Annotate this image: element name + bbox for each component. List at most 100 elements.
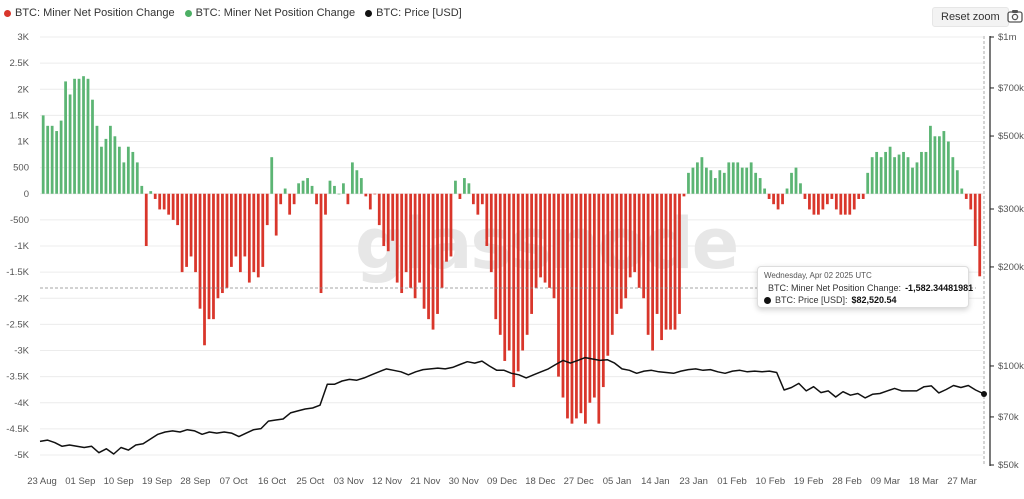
bar xyxy=(534,193,538,288)
right-tick-label: $70k xyxy=(998,412,1019,423)
bar xyxy=(843,193,847,215)
x-tick-label: 12 Nov xyxy=(372,476,402,487)
bar xyxy=(669,193,672,330)
bar xyxy=(579,193,583,414)
bar xyxy=(109,125,112,194)
bar xyxy=(467,183,471,194)
bar xyxy=(431,193,435,330)
bar xyxy=(848,193,852,215)
bar xyxy=(328,180,332,194)
price-line-layer xyxy=(39,356,984,455)
bar xyxy=(776,193,780,210)
bar xyxy=(342,183,345,194)
bar xyxy=(561,193,565,398)
reset-zoom-button[interactable]: Reset zoom xyxy=(932,7,1009,27)
bar xyxy=(337,193,341,195)
bar xyxy=(902,151,905,194)
bar xyxy=(893,157,896,194)
left-tick-label: 1K xyxy=(17,137,29,148)
bar xyxy=(749,162,753,194)
bar xyxy=(310,185,314,194)
bar xyxy=(485,193,489,246)
bar xyxy=(584,193,587,424)
bar xyxy=(570,193,574,424)
camera-icon[interactable] xyxy=(1007,9,1023,23)
bar xyxy=(306,178,309,194)
tooltip-label: BTC: Miner Net Position Change: xyxy=(768,283,902,293)
bar xyxy=(516,193,520,372)
bar xyxy=(333,185,336,194)
legend-item-negative[interactable]: BTC: Miner Net Position Change xyxy=(4,7,175,19)
bar xyxy=(194,193,197,273)
bar xyxy=(243,193,247,257)
bar xyxy=(601,193,605,388)
bar xyxy=(566,193,569,419)
bar xyxy=(964,193,968,199)
left-tick-label: -2.5K xyxy=(6,319,29,330)
bar xyxy=(386,193,390,252)
right-tick-label: $200k xyxy=(998,262,1024,273)
x-tick-label: 07 Oct xyxy=(220,476,248,487)
bar xyxy=(722,172,726,194)
bar xyxy=(924,151,928,194)
left-tick-label: -4K xyxy=(14,398,29,409)
bar xyxy=(642,193,646,299)
bar xyxy=(498,193,502,335)
tooltip-dot-black xyxy=(764,296,771,304)
bar xyxy=(772,193,775,205)
legend-dot-red xyxy=(4,9,11,17)
bar xyxy=(955,170,959,194)
bar xyxy=(718,170,722,194)
tooltip-label: BTC: Price [USD]: xyxy=(775,295,848,305)
bar xyxy=(480,193,484,205)
x-tick-label: 10 Sep xyxy=(104,476,134,487)
bar xyxy=(149,191,153,194)
bar xyxy=(799,183,802,194)
bar xyxy=(503,193,507,361)
x-tick-label: 01 Feb xyxy=(717,476,747,487)
bar xyxy=(463,178,466,194)
bar xyxy=(929,125,932,194)
bar xyxy=(754,172,758,194)
bar xyxy=(189,193,193,257)
bar xyxy=(73,78,76,194)
bar xyxy=(785,188,789,194)
bar xyxy=(512,193,516,388)
bar xyxy=(942,131,946,194)
legend-label: BTC: Miner Net Position Change xyxy=(15,7,175,19)
right-axis: $1m $700k $500k $300k $200k $100k $70k $50k xyxy=(990,32,1024,471)
bar xyxy=(230,193,233,267)
bar xyxy=(346,193,350,205)
legend-item-price[interactable]: BTC: Price [USD] xyxy=(365,7,462,19)
bar xyxy=(436,193,439,314)
bar xyxy=(400,193,404,294)
bar xyxy=(59,120,63,194)
bar xyxy=(221,193,224,294)
bar xyxy=(781,193,784,205)
bar xyxy=(104,138,108,194)
bar xyxy=(274,193,278,236)
price-hover-dot xyxy=(981,391,987,397)
x-tick-label: 28 Feb xyxy=(832,476,862,487)
x-tick-label: 09 Dec xyxy=(487,476,517,487)
bar xyxy=(198,193,202,309)
left-tick-label: 3K xyxy=(17,32,29,43)
bar xyxy=(418,193,421,283)
bar xyxy=(915,162,919,194)
bar xyxy=(301,180,305,194)
bar xyxy=(628,193,632,278)
bar xyxy=(167,193,171,215)
left-tick-label: -5K xyxy=(14,450,29,461)
bar xyxy=(610,193,614,335)
bar xyxy=(830,193,834,199)
bar xyxy=(297,183,300,194)
x-tick-label: 19 Sep xyxy=(142,476,172,487)
legend-item-positive[interactable]: BTC: Miner Net Position Change xyxy=(184,7,355,19)
bar xyxy=(319,193,323,294)
bar xyxy=(664,193,668,330)
x-tick-label: 30 Nov xyxy=(449,476,479,487)
bar xyxy=(920,151,923,194)
bar xyxy=(906,157,910,194)
bar xyxy=(897,154,901,194)
bar xyxy=(176,193,180,226)
